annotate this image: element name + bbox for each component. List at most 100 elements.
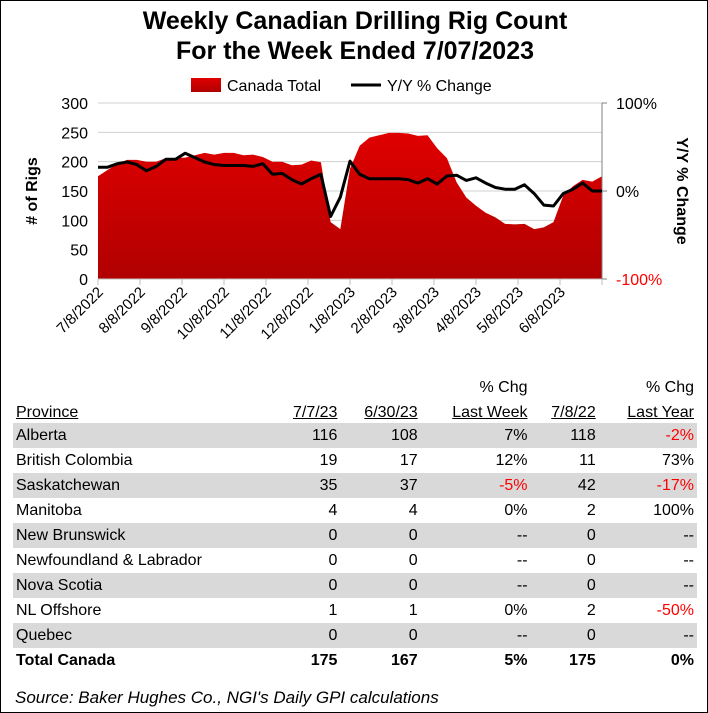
header-province: Province: [16, 404, 79, 421]
legend-label-canada-total: Canada Total: [227, 78, 321, 95]
province-name: Nova Scotia: [13, 573, 273, 598]
cell-c1: 175: [310, 651, 338, 669]
cell-c2: 4: [408, 501, 418, 519]
cell-c3: 0%: [504, 601, 528, 619]
header-c2: 6/30/23: [364, 404, 418, 421]
cell-c2: 167: [390, 651, 418, 669]
header-c1: 7/7/23: [292, 404, 338, 421]
cell-c5: --: [683, 551, 694, 569]
cell-c1: 0: [272, 523, 341, 548]
y-axis-title: # of Rigs: [24, 157, 41, 225]
cell-c2: 0: [340, 623, 421, 648]
table-row: Nova Scotia 0 0 -- 0 --: [13, 573, 697, 598]
province-name: Saskatchewan: [13, 473, 273, 498]
cell-c5: 0%: [670, 651, 694, 669]
province-name: Alberta: [13, 423, 273, 448]
table-row: Alberta 116 108 7% 118 -2%: [13, 423, 697, 448]
province-name: Newfoundland & Labrador: [16, 551, 202, 569]
source-note: Source: Baker Hughes Co., NGI's Daily GP…: [15, 688, 439, 707]
cell-c3: 5%: [504, 651, 528, 669]
cell-c3: --: [420, 573, 531, 598]
y-tick-label: 100: [61, 213, 88, 230]
cell-c1: 0: [328, 551, 338, 569]
header-c5: Last Year: [627, 404, 694, 421]
cell-c1: 0: [272, 573, 341, 598]
cell-c1: 4: [328, 501, 338, 519]
province-name: NL Offshore: [16, 601, 102, 619]
cell-c4: 0: [586, 551, 596, 569]
cell-c3: --: [420, 623, 531, 648]
cell-c4: 118: [530, 423, 599, 448]
cell-c2: 0: [340, 523, 421, 548]
legend-label-yoy: Y/Y % Change: [387, 78, 492, 95]
cell-c3: 0%: [504, 501, 528, 519]
cell-c5: -50%: [656, 601, 694, 619]
cell-c4: 2: [586, 501, 596, 519]
cell-c4: 11: [579, 451, 596, 469]
cell-c5: --: [598, 523, 697, 548]
y-tick-label: 150: [61, 184, 88, 201]
cell-c5: -2%: [598, 423, 697, 448]
table-row: NL Offshore 1 1 0% 2 -50%: [13, 598, 697, 623]
cell-c5: -17%: [598, 473, 697, 498]
y-tick-label: 300: [61, 96, 88, 113]
cell-c5: 73%: [661, 451, 694, 469]
y2-axis-title: Y/Y % Change: [673, 137, 690, 244]
total-row: Total Canada 175 167 5% 175 0%: [13, 648, 697, 673]
cell-c2: 1: [408, 601, 418, 619]
cell-c3: 12%: [495, 451, 528, 469]
province-name: Manitoba: [16, 501, 82, 519]
chart: 050100150200250300-100%0%100%7/8/20228/8…: [24, 78, 690, 343]
cell-c1: 35: [272, 473, 341, 498]
cell-c4: 0: [530, 623, 599, 648]
chart-title-line1: Weekly Canadian Drilling Rig Count: [142, 7, 568, 35]
cell-c3: --: [420, 523, 531, 548]
province-table: % Chg % Chg Province 7/7/23 6/30/23 Last…: [13, 373, 697, 673]
cell-c2: 108: [340, 423, 421, 448]
canada-total-area: [98, 132, 602, 279]
cell-c4: 0: [530, 523, 599, 548]
province-name: Total Canada: [16, 651, 116, 669]
header-c4: 7/8/22: [551, 404, 596, 421]
y-tick-label: 50: [70, 243, 88, 260]
cell-c1: 1: [328, 601, 338, 619]
province-name: New Brunswick: [13, 523, 273, 548]
cell-c3: --: [516, 551, 528, 569]
table-row: British Colombia 19 17 12% 11 73%: [13, 448, 697, 473]
table-row: Quebec 0 0 -- 0 --: [13, 623, 697, 648]
cell-c3: -5%: [420, 473, 531, 498]
cell-c2: 17: [399, 451, 418, 469]
y-tick-label: 0: [79, 272, 88, 289]
province-name: British Colombia: [16, 451, 133, 469]
legend-swatch-area: [191, 78, 221, 92]
cell-c1: 116: [272, 423, 341, 448]
yoy-change-line: [98, 151, 602, 218]
y2-tick-label: 0%: [616, 184, 639, 201]
cell-c1: 0: [272, 623, 341, 648]
cell-c3: 7%: [420, 423, 531, 448]
y-tick-label: 250: [61, 125, 88, 142]
chart-title-line2: For the Week Ended 7/07/2023: [175, 37, 535, 65]
table-row: Manitoba 4 4 0% 2 100%: [13, 498, 697, 523]
cell-c5: --: [598, 623, 697, 648]
cell-c4: 0: [530, 573, 599, 598]
y2-tick-label: 100%: [616, 96, 657, 113]
cell-c4: 175: [569, 651, 596, 669]
cell-c4: 2: [586, 601, 596, 619]
table-row: New Brunswick 0 0 -- 0 --: [13, 523, 697, 548]
cell-c4: 42: [530, 473, 599, 498]
cell-c2: 0: [340, 573, 421, 598]
header-c5-top: % Chg: [645, 379, 694, 396]
province-name: Quebec: [13, 623, 273, 648]
cell-c2: 0: [408, 551, 418, 569]
header-c3-top: % Chg: [479, 379, 528, 396]
cell-c1: 19: [319, 451, 338, 469]
cell-c5: 100%: [653, 501, 694, 519]
x-tick-label: 6/8/2023: [516, 284, 569, 337]
cell-c5: --: [598, 573, 697, 598]
y-tick-label: 200: [61, 155, 88, 172]
y2-tick-label: -100%: [616, 272, 662, 289]
table-row: Saskatchewan 35 37 -5% 42 -17%: [13, 473, 697, 498]
header-c3: Last Week: [452, 404, 528, 421]
